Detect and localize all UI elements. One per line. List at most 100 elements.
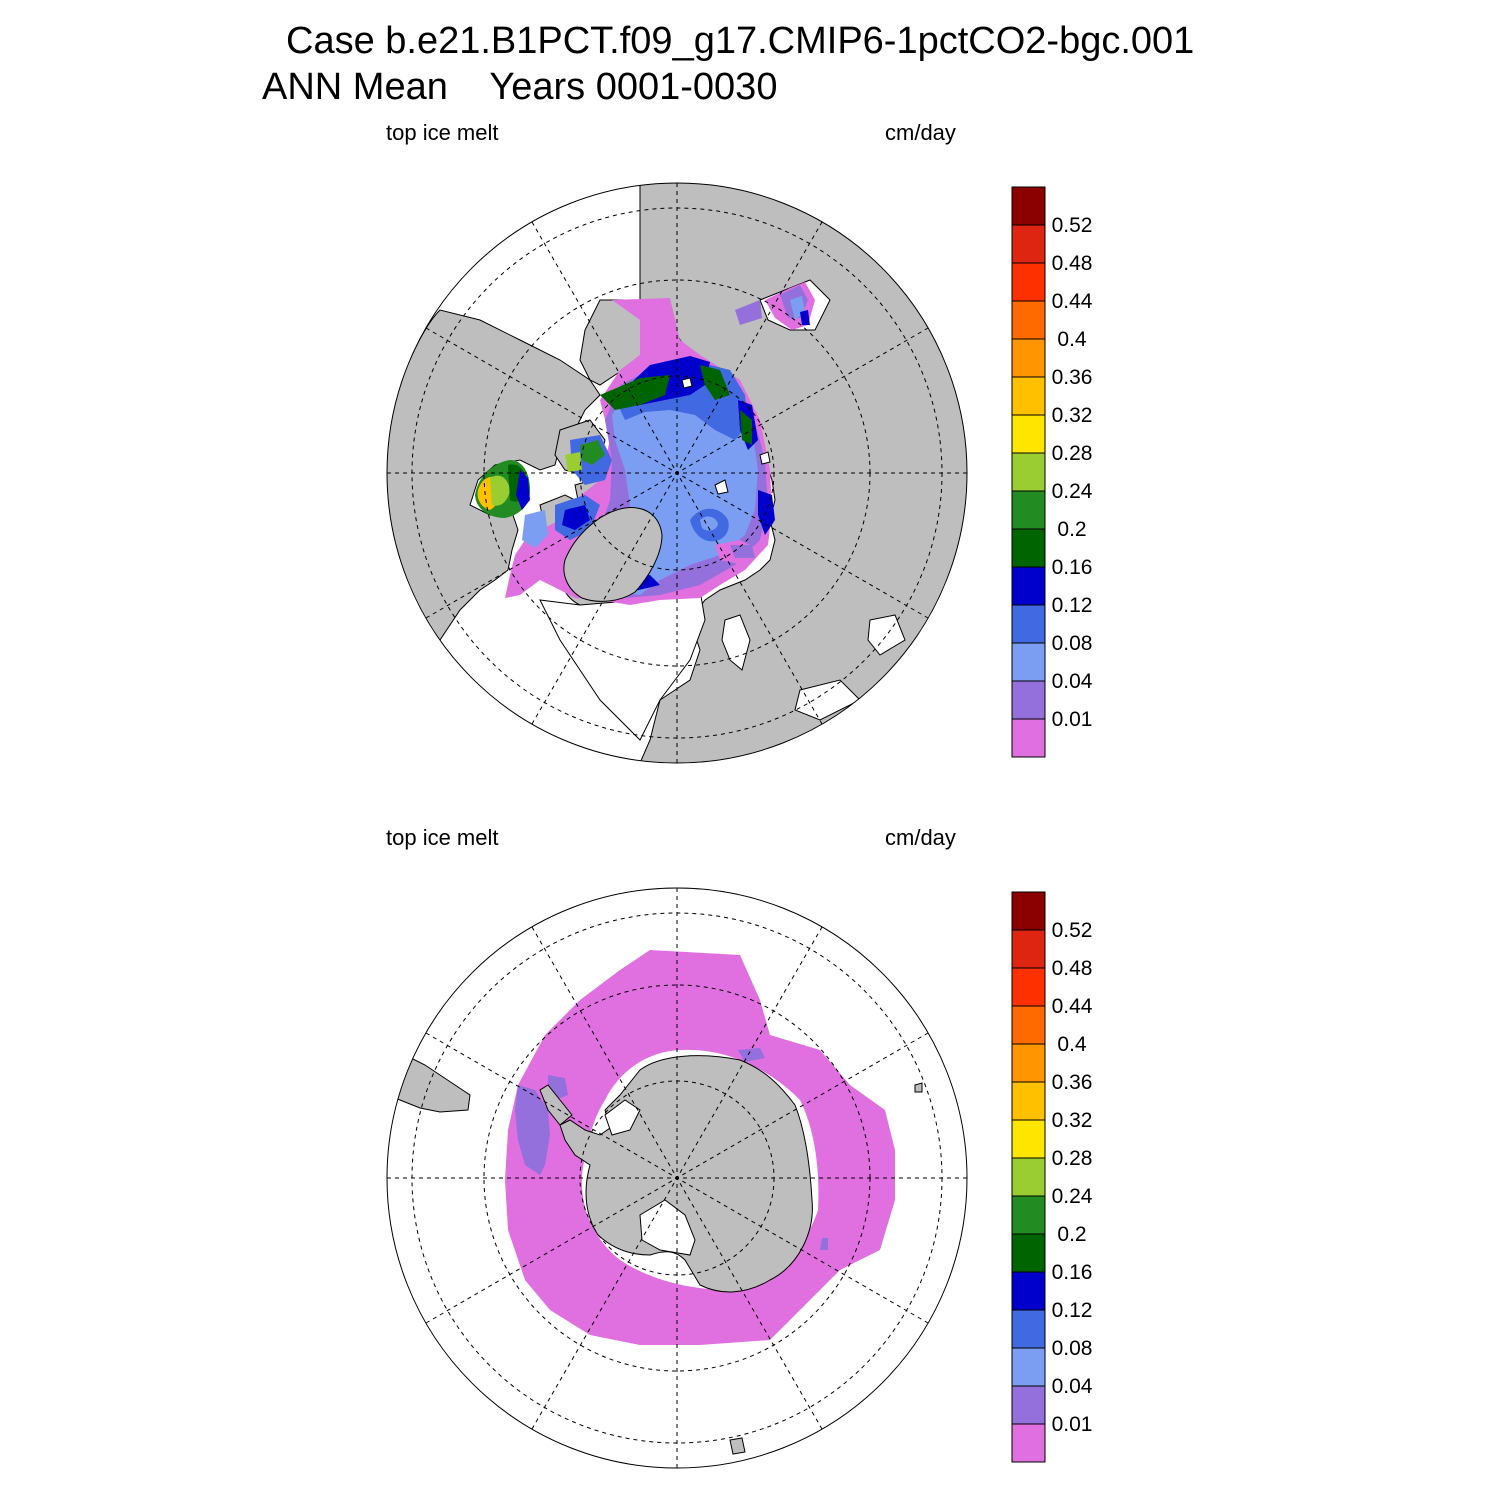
north-melt-archipelago-olive xyxy=(565,452,582,472)
north-atlantic-gap xyxy=(539,589,706,741)
south-panel-units-label: cm/day xyxy=(885,825,956,850)
north-melt-barents-lav xyxy=(730,545,755,558)
south-island-east xyxy=(914,1082,923,1093)
north-graticule xyxy=(387,183,967,763)
south-colorbar-tick-label: 0.36 xyxy=(1052,1071,1093,1094)
north-colorbar-tick-label: 0.16 xyxy=(1052,556,1093,579)
north-colorbar-tick-label: 0.24 xyxy=(1052,480,1093,503)
south-polar-map xyxy=(386,887,968,1469)
south-melt-0.04-east xyxy=(820,1238,828,1250)
north-colorbar-box xyxy=(1011,186,1046,226)
caspian-sea xyxy=(867,614,906,656)
north-colorbar-tick-label: 0.01 xyxy=(1052,708,1093,731)
south-colorbar-tick-label: 0.12 xyxy=(1052,1299,1093,1322)
north-colorbar-box xyxy=(1011,680,1046,720)
south-colorbar-box xyxy=(1011,1081,1046,1121)
south-colorbar-box xyxy=(1011,1271,1046,1311)
north-colorbar-box xyxy=(1011,452,1046,492)
north-colorbar-box xyxy=(1011,718,1046,758)
baltic-sea xyxy=(721,614,751,671)
north-melt-0.2 xyxy=(600,375,670,410)
antarctic-peninsula xyxy=(539,1084,573,1126)
north-colorbar-box xyxy=(1011,224,1046,264)
south-colorbar-box xyxy=(1011,1347,1046,1387)
north-colorbar-box xyxy=(1011,262,1046,302)
north-colorbar-tick-label: 0.52 xyxy=(1052,214,1093,237)
south-colorbar-tick-label: 0.32 xyxy=(1052,1109,1093,1132)
north-colorbar-tick-label: 0.28 xyxy=(1052,442,1093,465)
south-colorbar-box xyxy=(1011,1423,1046,1463)
south-colorbar-tick-label: 0.08 xyxy=(1052,1337,1093,1360)
south-colorbar-box xyxy=(1011,1385,1046,1425)
south-colorbar-tick-label: 0.01 xyxy=(1052,1413,1093,1436)
south-colorbar-tick-label: 0.04 xyxy=(1052,1375,1093,1398)
north-melt-labrador xyxy=(522,510,548,548)
south-colorbar-box xyxy=(1011,1157,1046,1197)
north-colorbar-tick-label: 0.36 xyxy=(1052,366,1093,389)
figure-title-case: Case b.e21.B1PCT.f09_g17.CMIP6-1pctCO2-b… xyxy=(286,20,1195,62)
north-colorbar-box xyxy=(1011,300,1046,340)
south-colorbar-box xyxy=(1011,891,1046,931)
south-colorbar-box xyxy=(1011,1005,1046,1045)
north-colorbar-tick-label: 0.32 xyxy=(1052,404,1093,427)
ross-sea-embayment xyxy=(639,1199,696,1256)
north-colorbar-box xyxy=(1011,490,1046,530)
south-colorbar-box xyxy=(1011,929,1046,969)
north-polar-map xyxy=(386,182,968,764)
south-colorbar-box xyxy=(1011,1043,1046,1083)
weddell-sea-embayment xyxy=(604,1099,641,1136)
south-colorbar-box xyxy=(1011,1233,1046,1273)
north-melt-archipelago-green xyxy=(580,440,605,465)
north-melt-0.2-east xyxy=(700,365,730,400)
south-map-border xyxy=(386,887,968,1469)
south-colorbar-tick-label: 0.48 xyxy=(1052,957,1093,980)
north-colorbar: 0.01 0.04 0.08 0.12 0.16 0.2 0.24 0.28 0.32 0.36 0… xyxy=(1011,186,1093,758)
greenland-landmass-top xyxy=(563,507,663,602)
south-colorbar-tick-label: 0.44 xyxy=(1052,995,1093,1018)
north-colorbar-tick-label: 0.4 xyxy=(1057,328,1087,351)
south-melt-0.01 xyxy=(505,950,895,1345)
north-colorbar-box xyxy=(1011,414,1046,454)
north-small-islands xyxy=(681,377,771,495)
south-colorbar-box xyxy=(1011,1119,1046,1159)
south-colorbar-tick-label: 0.24 xyxy=(1052,1185,1093,1208)
north-colorbar-box xyxy=(1011,338,1046,378)
south-panel-left-label: top ice melt xyxy=(386,825,499,850)
south-graticule xyxy=(387,888,967,1468)
north-colorbar-tick-label: 0.2 xyxy=(1057,518,1086,541)
north-colorbar-tick-label: 0.04 xyxy=(1052,670,1093,693)
north-melt-baffin-dark xyxy=(562,505,590,530)
south-colorbar-tick-label: 0.28 xyxy=(1052,1147,1093,1170)
north-melt-bering xyxy=(735,300,762,325)
south-colorbar-box xyxy=(1011,1309,1046,1349)
north-colorbar-box xyxy=(1011,566,1046,606)
north-melt-0.2-east2 xyxy=(740,410,752,445)
south-colorbar-box xyxy=(1011,1195,1046,1235)
north-map-border xyxy=(386,182,968,764)
north-colorbar-tick-label: 0.08 xyxy=(1052,632,1093,655)
mediterranean xyxy=(794,679,861,721)
south-colorbar-box xyxy=(1011,967,1046,1007)
north-melt-0.16-barents xyxy=(758,490,775,535)
north-colorbar-box xyxy=(1011,376,1046,416)
north-melt-okhotsk-0.16 xyxy=(800,310,810,325)
south-colorbar-tick-label: 0.4 xyxy=(1057,1033,1087,1056)
tasmania-island xyxy=(729,1437,746,1455)
south-colorbar-tick-label: 0.52 xyxy=(1052,919,1093,942)
north-colorbar-tick-label: 0.44 xyxy=(1052,290,1093,313)
north-colorbar-box xyxy=(1011,642,1046,682)
south-colorbar-tick-label: 0.16 xyxy=(1052,1261,1093,1284)
south-colorbar-tick-label: 0.2 xyxy=(1057,1223,1086,1246)
north-colorbar-tick-label: 0.12 xyxy=(1052,594,1093,617)
hudson-bay-0.12 xyxy=(516,470,530,510)
hudson-bay-0.28 xyxy=(490,475,510,506)
south-melt-0.04-weddell xyxy=(738,1048,765,1062)
figure-title-period: ANN Mean Years 0001-0030 xyxy=(262,66,778,108)
south-colorbar: 0.01 0.04 0.08 0.12 0.16 0.2 0.24 0.28 0.32 0.36 0… xyxy=(1011,891,1093,1463)
north-colorbar-tick-label: 0.48 xyxy=(1052,252,1093,275)
south-melt-0.04-bellingshausen xyxy=(515,1085,550,1175)
north-panel-units-label: cm/day xyxy=(885,120,956,145)
north-panel-left-label: top ice melt xyxy=(386,120,499,145)
north-colorbar-box xyxy=(1011,528,1046,568)
